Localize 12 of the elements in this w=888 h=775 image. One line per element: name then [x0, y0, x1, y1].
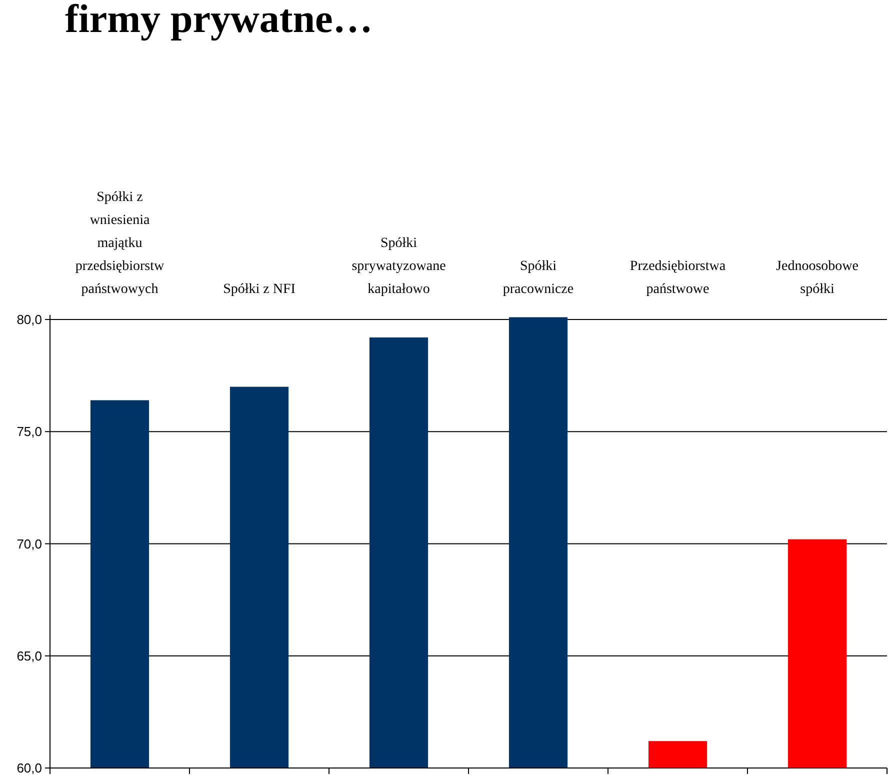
y-tick-label: 60,0 [16, 760, 42, 775]
x-tick-label: Spółki pracownicze [502, 259, 574, 297]
y-tick-label: 75,0 [16, 424, 42, 440]
chart-title: firmy prywatne… [65, 0, 373, 41]
y-tick-label: 70,0 [16, 536, 42, 552]
x-tick-label: Przedsiębiorstwa państwowe [630, 259, 726, 297]
y-tick-label: 65,0 [16, 648, 42, 664]
x-tick-label: Spółki sprywatyzowane kapitałowo [352, 236, 446, 297]
y-tick-label: 80,0 [16, 312, 42, 328]
x-tick-label: Spółki z NFI [223, 282, 296, 297]
x-tick-label: Jednoosobowe spółki [776, 259, 858, 297]
x-tick-label: Spółki z wniesienia majątku przedsiębiorstw państwowych [75, 190, 165, 297]
